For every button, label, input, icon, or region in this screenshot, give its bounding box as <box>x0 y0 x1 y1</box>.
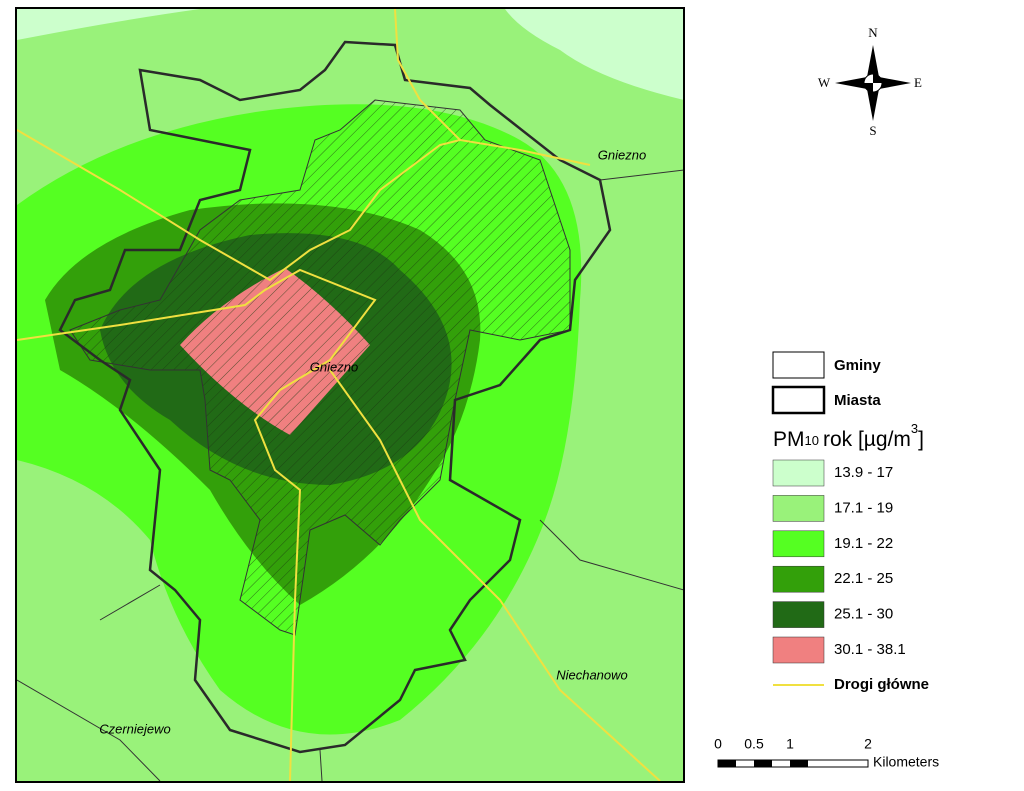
legend-label: 30.1 - 38.1 <box>834 641 906 658</box>
legend-swatch <box>771 385 826 415</box>
legend-label: 25.1 - 30 <box>834 606 893 623</box>
city-area <box>69 99 571 636</box>
scale-tick-label: 0 <box>714 736 722 752</box>
legend-label: 22.1 - 25 <box>834 570 893 587</box>
compass-label: W <box>818 75 831 90</box>
legend-label: Drogi główne <box>834 676 929 693</box>
municipality-boundary <box>58 40 612 754</box>
legend-title-part: PM <box>773 428 805 451</box>
scale-tick-label: 2 <box>864 736 872 752</box>
compass: N S E W <box>818 25 922 138</box>
legend-label: Miasta <box>834 392 881 409</box>
compass-label: S <box>869 123 876 138</box>
scale-tick-label: 0.5 <box>744 736 764 752</box>
legend-swatch <box>772 459 825 487</box>
place-label: Gniezno <box>598 147 646 162</box>
legend-label: Gminy <box>834 357 881 374</box>
legend-swatch <box>772 565 825 593</box>
legend-swatch <box>772 351 825 379</box>
legend: Gminy Miasta PM10 rok [µg/m3] Drogi główn… <box>771 351 929 693</box>
legend-label: 19.1 - 22 <box>834 535 893 552</box>
legend-title-part: 3 <box>911 421 918 436</box>
commune-boundary <box>17 169 683 781</box>
legend-title-part: 10 <box>805 433 819 448</box>
scale-unit: Kilometers <box>873 754 939 770</box>
map-frame <box>15 7 685 783</box>
scale-tick-label: 1 <box>786 736 794 752</box>
place-label: Gniezno <box>310 359 358 374</box>
place-label: Czerniejewo <box>99 721 171 736</box>
scale-bar: Kilometers 0 0.5 1 2 <box>714 736 939 770</box>
zone <box>505 9 683 100</box>
legend-label: 13.9 - 17 <box>834 464 893 481</box>
zone <box>17 9 200 40</box>
map: Gniezno Gniezno Niechanowo Czerniejewo <box>17 9 683 781</box>
legend-title-part: ] <box>918 428 924 451</box>
legend-label: 17.1 - 19 <box>834 499 893 516</box>
legend-swatch <box>772 495 825 522</box>
legend-swatch <box>772 636 825 664</box>
legend-title: PM10 rok [µg/m3] <box>773 421 924 450</box>
compass-label: N <box>868 25 878 40</box>
compass-label: E <box>914 75 922 90</box>
legend-swatch <box>772 601 825 628</box>
place-label: Niechanowo <box>556 667 628 682</box>
main-road <box>17 9 661 781</box>
legend-swatch <box>772 530 825 558</box>
legend-title-part: rok [µg/m <box>823 428 911 451</box>
